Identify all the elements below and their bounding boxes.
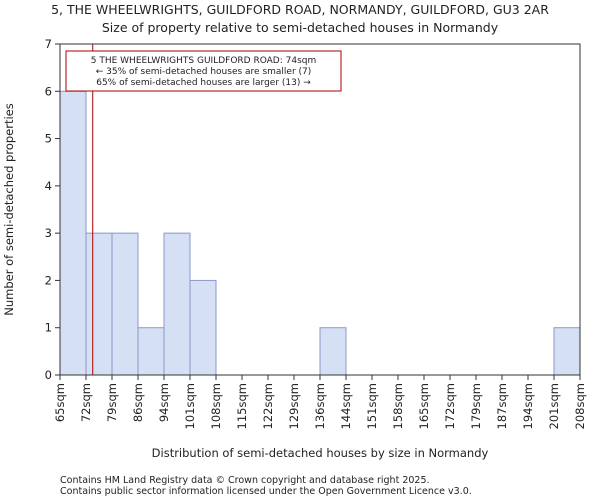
x-tick-label: 136sqm — [313, 383, 327, 429]
x-axis-label: Distribution of semi-detached houses by … — [152, 446, 489, 460]
x-tick-label: 86sqm — [131, 383, 145, 422]
bar-65sqm — [59, 90, 87, 376]
bar-86sqm — [137, 327, 165, 376]
x-tick-label: 101sqm — [183, 383, 197, 429]
y-tick-label: 2 — [45, 273, 52, 287]
bar-101sqm — [189, 279, 217, 376]
x-tick-label: 151sqm — [365, 383, 379, 429]
bar-136sqm — [319, 327, 347, 376]
x-tick-label: 201sqm — [547, 383, 561, 429]
annotation-border — [65, 50, 342, 92]
x-tick-label: 172sqm — [443, 383, 457, 429]
annotation-line-1: 5 THE WHEELWRIGHTS GUILDFORD ROAD: 74sqm — [91, 56, 317, 66]
y-tick-label: 0 — [45, 368, 52, 382]
footer-line-1: Contains HM Land Registry data © Crown c… — [60, 475, 430, 486]
chart-subtitle: Size of property relative to semi-detach… — [102, 20, 499, 35]
bar-79sqm — [111, 232, 139, 376]
x-tick-label: 129sqm — [287, 383, 301, 429]
x-tick-label: 165sqm — [417, 383, 431, 429]
y-tick-label: 3 — [45, 226, 52, 240]
y-axis-label: Number of semi-detached properties — [2, 103, 16, 315]
x-tick-label: 79sqm — [105, 383, 119, 422]
footer-line-2: Contains public sector information licen… — [60, 486, 472, 497]
x-tick-label: 144sqm — [339, 383, 353, 429]
x-tick-label: 179sqm — [469, 383, 483, 429]
y-tick-label: 6 — [45, 84, 52, 98]
annotation-line-3: 65% of semi-detached houses are larger (… — [96, 78, 311, 88]
bar-94sqm — [163, 232, 191, 376]
x-tick-label: 108sqm — [209, 383, 223, 429]
chart-title: 5, THE WHEELWRIGHTS, GUILDFORD ROAD, NOR… — [51, 2, 549, 17]
bar-201sqm — [553, 327, 581, 376]
bar-72sqm — [85, 232, 113, 376]
x-tick-label: 194sqm — [521, 383, 535, 429]
bars-group — [59, 90, 581, 376]
y-tick-label: 4 — [45, 179, 52, 193]
x-tick-label: 187sqm — [495, 383, 509, 429]
annotation-box: 5 THE WHEELWRIGHTS GUILDFORD ROAD: 74sqm… — [65, 50, 342, 92]
y-tick-label: 5 — [45, 132, 52, 146]
y-tick-label: 1 — [45, 321, 52, 335]
plot-frame — [59, 43, 581, 376]
x-tick-label: 65sqm — [53, 383, 67, 422]
x-tick-label: 208sqm — [573, 383, 587, 429]
x-tick-label: 94sqm — [157, 383, 171, 422]
annotation-line-2: ← 35% of semi-detached houses are smalle… — [96, 67, 312, 77]
x-tick-label: 72sqm — [79, 383, 93, 422]
x-tick-label: 115sqm — [235, 383, 249, 429]
x-tick-label: 158sqm — [391, 383, 405, 429]
y-axis-ticks: 0 1 2 3 4 5 6 7 — [45, 37, 60, 382]
y-tick-label: 7 — [45, 37, 52, 51]
x-tick-label: 122sqm — [261, 383, 275, 429]
x-axis-ticks: 65sqm 72sqm 79sqm 86sqm 94sqm 101sqm 108sqm 115… — [53, 375, 587, 429]
